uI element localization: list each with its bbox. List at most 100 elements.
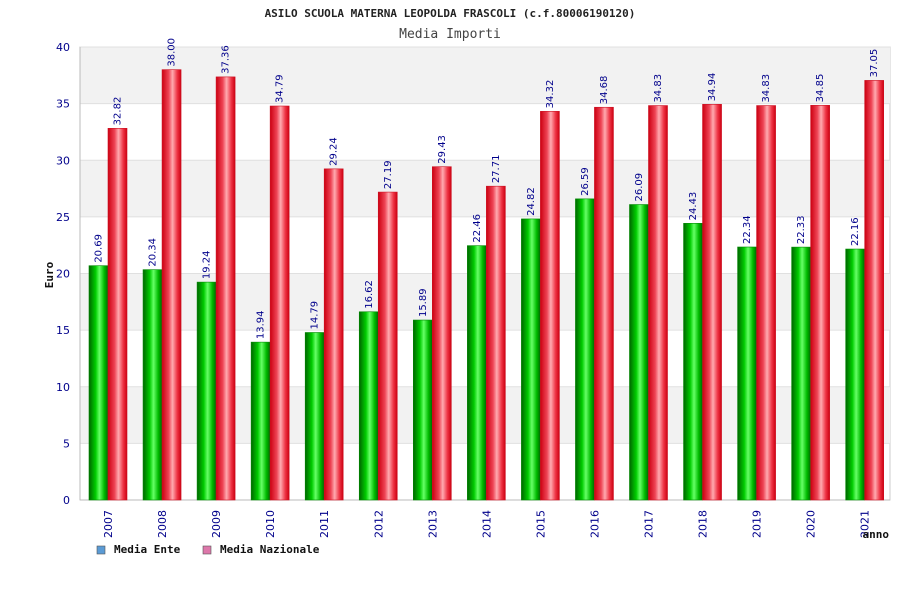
y-axis-ticks: 0 5 10 15 20 25 30 35 40 <box>56 41 70 507</box>
value-label: 37.36 <box>221 45 232 74</box>
value-label: 22.33 <box>796 215 807 244</box>
x-axis-ticks: 2007 2008 2009 2010 2011 2012 2013 2014 2015 2016… <box>102 510 872 538</box>
value-label: 32.82 <box>113 97 124 126</box>
value-label: 34.83 <box>761 74 772 103</box>
bar-media-nazionale-2009 <box>215 76 236 501</box>
chart-subtitle: Media Importi <box>399 27 501 42</box>
y-tick-label: 25 <box>56 211 70 224</box>
bar-media-nazionale-2018 <box>702 104 722 501</box>
y-axis-label: Euro <box>43 261 56 288</box>
value-label: 29.24 <box>329 137 340 166</box>
y-tick-label: 20 <box>56 268 70 281</box>
value-label: 37.05 <box>869 49 880 78</box>
x-tick-label: 2021 <box>859 510 872 538</box>
y-tick-label: 15 <box>56 324 70 337</box>
value-label: 20.69 <box>94 234 105 263</box>
bar-media-nazionale-2021 <box>864 80 885 501</box>
bar-media-ente-2008 <box>142 269 163 501</box>
value-label: 16.62 <box>364 280 375 309</box>
bar-media-nazionale-2020 <box>810 105 830 501</box>
bar-media-ente-2018 <box>683 223 703 501</box>
y-tick-label: 30 <box>56 154 70 167</box>
value-label: 22.16 <box>850 217 861 246</box>
x-tick-label: 2008 <box>156 510 169 538</box>
y-tick-label: 35 <box>56 98 70 111</box>
bar-media-ente-2010 <box>250 341 271 501</box>
value-label: 26.59 <box>580 167 591 196</box>
bar-media-nazionale-2007 <box>107 128 128 501</box>
bar-media-ente-2015 <box>521 218 541 501</box>
x-tick-label: 2011 <box>318 510 331 538</box>
value-label: 34.68 <box>599 76 610 105</box>
value-label: 34.85 <box>815 74 826 103</box>
bars <box>88 69 885 501</box>
value-label: 29.43 <box>437 135 448 164</box>
value-label: 27.19 <box>383 160 394 189</box>
chart-title: ASILO SCUOLA MATERNA LEOPOLDA FRASCOLI (… <box>265 7 636 20</box>
bar-media-nazionale-2013 <box>431 166 452 501</box>
bar-media-ente-2016 <box>575 198 595 501</box>
x-tick-label: 2012 <box>372 510 385 538</box>
bar-media-ente-2007 <box>88 265 109 501</box>
x-tick-label: 2020 <box>805 510 818 538</box>
x-tick-label: 2015 <box>534 510 547 538</box>
legend-swatch <box>96 545 106 555</box>
bar-media-nazionale-2008 <box>161 69 182 501</box>
value-label: 27.71 <box>491 155 502 184</box>
bar-media-nazionale-2016 <box>594 106 614 501</box>
value-label: 19.24 <box>202 250 213 279</box>
bar-media-ente-2011 <box>304 332 325 501</box>
x-tick-label: 2009 <box>210 510 223 538</box>
value-label: 38.00 <box>167 38 178 67</box>
bar-media-ente-2012 <box>358 311 379 501</box>
bar-media-ente-2013 <box>412 319 433 501</box>
value-label: 13.94 <box>256 310 267 339</box>
value-labels: 20.69 32.82 20.34 38.00 19.24 37.36 13.94 34.79… <box>94 38 881 339</box>
x-tick-label: 2017 <box>643 510 656 538</box>
value-label: 22.46 <box>472 214 483 243</box>
grid-band <box>80 160 890 217</box>
value-label: 22.34 <box>742 215 753 244</box>
x-tick-label: 2013 <box>426 510 439 538</box>
y-tick-label: 40 <box>56 41 70 54</box>
bar-media-nazionale-2010 <box>269 105 290 501</box>
value-label: 24.82 <box>526 187 537 216</box>
bar-media-nazionale-2014 <box>486 185 506 501</box>
x-tick-label: 2007 <box>102 510 115 538</box>
x-tick-label: 2016 <box>588 510 601 538</box>
bar-media-ente-2009 <box>196 281 217 501</box>
x-axis-label: anno <box>863 528 890 541</box>
y-tick-label: 0 <box>63 494 70 507</box>
bar-media-nazionale-2015 <box>540 111 560 501</box>
value-label: 15.89 <box>418 288 429 317</box>
x-tick-label: 2010 <box>264 510 277 538</box>
value-label: 14.79 <box>310 301 321 330</box>
legend-label: Media Nazionale <box>220 543 320 556</box>
grid-band <box>80 47 890 104</box>
value-label: 24.43 <box>688 192 699 221</box>
bar-media-nazionale-2019 <box>756 105 776 501</box>
bar-media-ente-2020 <box>791 246 811 501</box>
bar-media-ente-2021 <box>845 248 866 501</box>
value-label: 34.94 <box>707 73 718 102</box>
bar-media-ente-2019 <box>737 246 757 501</box>
value-label: 34.79 <box>275 74 286 103</box>
y-tick-label: 10 <box>56 381 70 394</box>
value-label: 20.34 <box>148 238 159 267</box>
value-label: 34.32 <box>545 80 556 109</box>
bar-media-ente-2017 <box>629 204 649 501</box>
legend-label: Media Ente <box>114 543 181 556</box>
bar-media-nazionale-2012 <box>377 191 398 501</box>
y-tick-label: 5 <box>63 437 70 450</box>
value-label: 34.83 <box>653 74 664 103</box>
bar-media-nazionale-2017 <box>648 105 668 501</box>
x-tick-label: 2014 <box>480 510 493 538</box>
legend-swatch <box>202 545 212 555</box>
legend: Media Ente Media Nazionale <box>96 543 320 556</box>
bar-media-nazionale-2011 <box>323 168 344 501</box>
x-tick-label: 2018 <box>697 510 710 538</box>
bar-media-ente-2014 <box>467 245 487 501</box>
value-label: 26.09 <box>634 173 645 202</box>
x-tick-label: 2019 <box>751 510 764 538</box>
